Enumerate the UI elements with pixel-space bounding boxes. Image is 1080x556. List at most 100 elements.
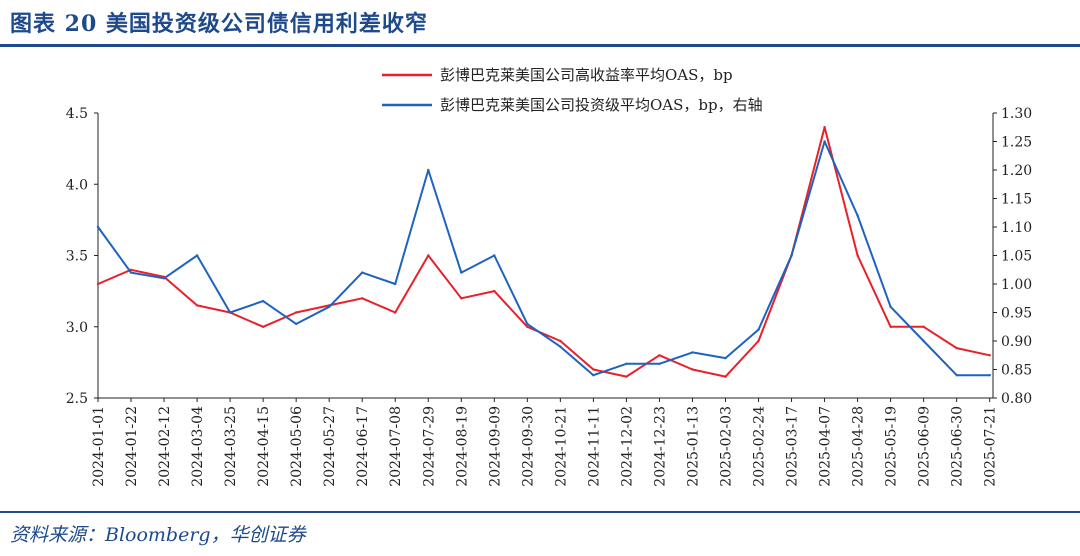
data-point-ig	[592, 374, 595, 377]
x-tick-label: 2024-12-23	[652, 406, 668, 487]
data-point-ig	[955, 374, 958, 377]
data-point-hy	[658, 354, 661, 357]
right-tick-label: 1.05	[1001, 249, 1032, 265]
data-point-ig	[129, 271, 133, 274]
data-point-ig	[261, 299, 265, 303]
x-tick-label: 2024-05-27	[322, 406, 338, 487]
data-point-hy	[295, 311, 298, 314]
series-line-hy	[97, 126, 990, 378]
x-tick-label: 2024-11-11	[586, 406, 602, 487]
data-point-ig	[162, 277, 166, 280]
left-tick-label: 3.0	[66, 320, 88, 336]
x-tick-label: 2025-01-13	[685, 406, 701, 487]
data-point-ig	[823, 140, 826, 143]
data-point-hy	[526, 325, 529, 328]
x-tick-label: 2025-04-07	[818, 406, 834, 487]
x-tick-label: 2024-09-30	[520, 406, 536, 487]
right-tick-label: 0.95	[1001, 306, 1032, 322]
right-tick-label: 1.20	[1001, 163, 1032, 179]
data-point-hy	[724, 375, 727, 378]
data-point-hy	[988, 354, 991, 357]
data-point-hy	[493, 289, 496, 293]
data-point-hy	[261, 325, 265, 328]
data-point-hy	[592, 368, 595, 371]
data-point-ig	[394, 282, 397, 286]
x-tick-label: 2024-04-15	[256, 406, 272, 487]
x-tick-label: 2024-06-17	[355, 406, 371, 487]
x-tick-label: 2025-02-03	[718, 406, 734, 487]
right-tick-label: 1.15	[1001, 192, 1032, 208]
data-point-ig	[427, 168, 430, 172]
x-tick-label: 2024-09-09	[487, 406, 503, 487]
right-tick-label: 0.85	[1001, 363, 1032, 379]
data-point-hy	[856, 254, 859, 257]
data-point-hy	[757, 339, 760, 343]
x-tick-label: 2024-12-02	[619, 406, 635, 487]
data-point-ig	[526, 322, 529, 326]
right-tick-label: 1.10	[1001, 220, 1032, 236]
data-point-hy	[361, 297, 364, 300]
data-point-hy	[691, 368, 694, 371]
right-tick-label: 0.90	[1001, 334, 1032, 350]
data-point-hy	[427, 254, 430, 257]
legend-label-hy: 彭博巴克莱美国公司高收益率平均OAS，bp	[440, 66, 733, 84]
legend: 彭博巴克莱美国公司高收益率平均OAS，bp 彭博巴克莱美国公司投资级平均OAS，…	[382, 66, 763, 114]
x-tick-label: 2025-04-28	[851, 406, 867, 487]
x-tick-label: 2024-07-29	[421, 406, 437, 487]
x-tick-label: 2024-05-06	[289, 406, 305, 487]
right-tick-label: 1.00	[1001, 277, 1032, 293]
x-tick-label: 2024-03-04	[190, 406, 206, 487]
data-point-hy	[195, 304, 199, 307]
data-point-hy	[922, 325, 925, 328]
x-tick-label: 2024-03-25	[223, 406, 239, 487]
data-point-hy	[394, 311, 397, 314]
data-point-ig	[361, 271, 364, 274]
data-point-hy	[460, 297, 463, 300]
right-tick-label: 0.80	[1001, 391, 1032, 407]
right-tick-label: 1.30	[1001, 106, 1032, 122]
data-point-ig	[988, 374, 991, 377]
left-tick-label: 2.5	[66, 391, 88, 407]
x-tick-label: 2025-06-30	[950, 406, 966, 487]
data-point-ig	[493, 254, 496, 257]
data-point-ig	[790, 254, 793, 257]
x-tick-label: 2025-06-09	[917, 406, 933, 487]
source-divider	[0, 511, 1080, 513]
data-point-ig	[195, 254, 199, 257]
data-point-ig	[328, 305, 331, 308]
data-point-ig	[460, 271, 463, 274]
left-tick-label: 4.5	[66, 106, 88, 122]
data-point-ig	[228, 311, 232, 314]
data-point-ig	[757, 328, 760, 331]
series-line-ig	[97, 140, 990, 377]
data-point-ig	[625, 362, 628, 365]
data-point-ig	[724, 356, 727, 360]
data-point-hy	[889, 325, 892, 328]
data-point-ig	[691, 351, 694, 354]
x-tick-label: 2025-07-21	[983, 406, 999, 487]
data-point-hy	[625, 375, 628, 378]
x-tick-label: 2024-02-12	[157, 406, 173, 487]
data-point-ig	[856, 214, 859, 217]
x-tick-label: 2024-07-08	[388, 406, 404, 487]
legend-label-ig: 彭博巴克莱美国公司投资级平均OAS，bp，右轴	[440, 96, 763, 114]
x-tick-label: 2024-10-21	[553, 406, 569, 487]
data-point-ig	[889, 305, 892, 308]
data-point-ig	[922, 339, 925, 343]
left-tick-label: 4.0	[66, 177, 88, 193]
data-point-ig	[295, 322, 298, 326]
data-point-ig	[658, 362, 661, 365]
data-point-ig	[559, 345, 562, 348]
data-point-ig	[96, 225, 100, 229]
x-tick-label: 2025-05-19	[884, 406, 900, 487]
source-note: 资料来源：Bloomberg，华创证券	[10, 524, 306, 546]
data-point-hy	[823, 126, 826, 129]
left-tick-label: 3.5	[66, 249, 88, 265]
data-point-hy	[955, 346, 958, 350]
x-tick-label: 2024-08-19	[454, 406, 470, 487]
data-point-hy	[96, 282, 100, 286]
title-divider	[0, 44, 1080, 47]
right-tick-label: 1.25	[1001, 135, 1032, 151]
x-tick-label: 2024-01-01	[91, 406, 107, 487]
